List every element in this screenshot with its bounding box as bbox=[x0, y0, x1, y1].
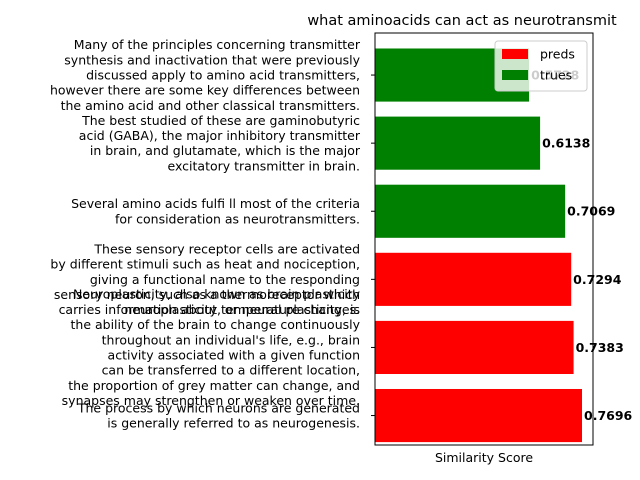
y-tick-label-line: These sensory receptor cells are activat… bbox=[93, 241, 360, 256]
y-tick-label-line: Many of the principles concerning transm… bbox=[74, 37, 361, 52]
y-tick-label-line: the ability of the brain to change conti… bbox=[71, 317, 361, 332]
value-label-3: 0.7294 bbox=[573, 272, 622, 287]
y-tick-label-line: Several amino acids fulfi ll most of the… bbox=[71, 196, 360, 211]
x-axis-label: Similarity Score bbox=[435, 450, 533, 465]
value-label-1: 0.6138 bbox=[542, 136, 590, 151]
legend-swatch-preds bbox=[502, 49, 528, 59]
y-tick-label-line: however there are some key differences b… bbox=[50, 83, 360, 98]
y-tick-label-line: is generally referred to as neurogenesis… bbox=[107, 416, 360, 431]
y-tick-label-line: The process by which neurons are generat… bbox=[77, 400, 360, 415]
y-tick-label-1: The best studied of these are gaminobuty… bbox=[79, 113, 361, 174]
bar-preds-3 bbox=[375, 252, 572, 306]
y-tick-label-line: activity associated with a given functio… bbox=[108, 348, 360, 363]
y-tick-label-line: the proportion of grey matter can change… bbox=[68, 378, 360, 393]
y-tick-label-line: The best studied of these are gaminobuty… bbox=[81, 113, 360, 128]
value-label-2: 0.7069 bbox=[567, 204, 615, 219]
bar-trues-2 bbox=[375, 184, 566, 238]
y-tick-label-line: excitatory transmitter in brain. bbox=[168, 158, 360, 173]
bars-layer bbox=[375, 48, 582, 443]
y-tick-label-line: carries information about temperature ch… bbox=[59, 302, 360, 317]
plot-frame bbox=[374, 32, 594, 446]
y-tick-label-line: can be transferred to a different locati… bbox=[102, 363, 360, 378]
legend: preds trues bbox=[494, 40, 588, 92]
chart-title: what aminoacids can act as neurotransmit bbox=[307, 13, 617, 29]
y-tick-label-2: Several amino acids fulfi ll most of the… bbox=[71, 196, 360, 226]
legend-label-preds: preds bbox=[540, 47, 575, 62]
value-label-5: 0.7696 bbox=[584, 408, 633, 423]
y-tick-label-0: Many of the principles concerning transm… bbox=[50, 37, 361, 113]
y-tick-label-line: the amino acid and other classical trans… bbox=[61, 98, 360, 113]
y-tick-label-line: neuroplasticity, or neural plasticity, i… bbox=[124, 302, 360, 317]
y-tick-label-4: Neuroplasticity, also known as brain pla… bbox=[62, 287, 361, 408]
y-tick-labels: Many of the principles concerning transm… bbox=[50, 37, 361, 430]
y-tick-label-line: throughout an individual's life, e.g., b… bbox=[102, 332, 360, 347]
bar-trues-1 bbox=[375, 116, 541, 170]
y-tick-label-line: acid (GABA), the major inhibitory transm… bbox=[79, 128, 361, 143]
y-tick-label-line: sensory neuron, such as a thermoreceptor… bbox=[54, 287, 360, 302]
legend-swatch-trues bbox=[502, 70, 528, 80]
y-tick-label-line: for consideration as neurotransmitters. bbox=[115, 211, 360, 226]
value-label-4: 0.7383 bbox=[576, 340, 624, 355]
y-tick-label-line: giving a functional name to the respondi… bbox=[90, 272, 360, 287]
y-tick-label-line: discussed apply to amino acid transmitte… bbox=[86, 68, 360, 83]
y-tick-label-line: by different stimuli such as heat and no… bbox=[50, 257, 360, 272]
y-tick-label-line: synapses may strengthen or weaken over t… bbox=[62, 393, 360, 408]
y-tick-label-5: The process by which neurons are generat… bbox=[77, 400, 360, 430]
legend-label-trues: trues bbox=[540, 68, 572, 83]
y-tick-label-3: These sensory receptor cells are activat… bbox=[50, 241, 360, 317]
y-tick-label-line: synthesis and inactivation that were pre… bbox=[64, 52, 360, 67]
y-tick-label-line: in brain, and glutamate, which is the ma… bbox=[90, 143, 361, 158]
y-tick-label-line: Neuroplasticity, also known as brain pla… bbox=[73, 287, 361, 302]
bar-preds-5 bbox=[375, 388, 582, 443]
bar-preds-4 bbox=[375, 320, 574, 375]
y-ticks bbox=[371, 74, 375, 417]
